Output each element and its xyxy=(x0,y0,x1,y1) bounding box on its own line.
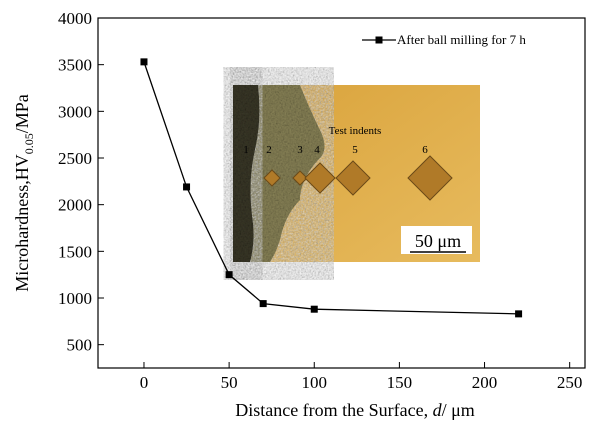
indent-label: 3 xyxy=(297,144,303,156)
x-label-part: Distance from the Surface, xyxy=(235,400,432,420)
data-point xyxy=(225,271,233,279)
y-label-part: Microhardness,HV xyxy=(12,154,32,291)
data-point xyxy=(310,305,318,313)
x-label-part: d xyxy=(433,400,443,420)
y-tick-label: 2500 xyxy=(58,149,92,168)
x-tick-label: 100 xyxy=(302,373,328,392)
x-axis-label: Distance from the Surface, d/ μm xyxy=(235,400,475,420)
series-line xyxy=(143,61,519,315)
y-tick-label: 3500 xyxy=(58,56,92,75)
x-label-part: / μm xyxy=(442,400,475,420)
y-tick-label: 4000 xyxy=(58,9,92,28)
scale-bar-label: 50 μm xyxy=(415,231,461,251)
y-axis-label: Microhardness,HV0.05/MPa xyxy=(12,94,36,292)
x-tick-label: 200 xyxy=(472,373,498,392)
indent-label: 2 xyxy=(266,144,272,156)
y-tick-label: 1500 xyxy=(58,242,92,261)
x-tick-label: 0 xyxy=(140,373,149,392)
legend-marker xyxy=(375,36,383,44)
y-tick-label: 500 xyxy=(67,336,93,355)
data-point xyxy=(183,183,191,191)
y-tick-label: 1000 xyxy=(58,289,92,308)
indents xyxy=(263,155,453,201)
data-point xyxy=(140,58,148,66)
data-point xyxy=(259,300,267,308)
plot-frame xyxy=(97,17,586,369)
indent-label: 5 xyxy=(352,144,358,156)
y-label-part: 0.05 xyxy=(22,133,36,154)
y-tick-label: 2000 xyxy=(58,196,92,215)
x-tick-label: 50 xyxy=(221,373,238,392)
x-tick-label: 150 xyxy=(387,373,413,392)
x-tick-label: 250 xyxy=(557,373,583,392)
legend-label: After ball milling for 7 h xyxy=(397,32,526,47)
indent-label: 4 xyxy=(314,144,320,156)
y-label-part: /MPa xyxy=(12,94,32,133)
data-point xyxy=(515,310,523,318)
indent-label: 6 xyxy=(422,144,428,156)
dark-edge xyxy=(233,85,260,262)
indent-label: 1 xyxy=(243,144,249,156)
inset-caption: Test indents xyxy=(329,125,382,137)
y-tick-label: 3000 xyxy=(58,102,92,121)
scale-bar-box xyxy=(401,226,472,254)
